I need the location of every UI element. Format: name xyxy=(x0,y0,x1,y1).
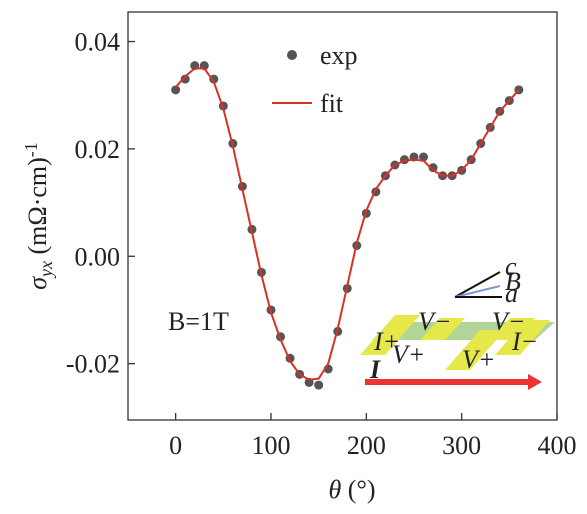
x-tick-label: 400 xyxy=(538,431,577,460)
x-axis-label: θ (°) xyxy=(329,475,376,504)
inset-label: a xyxy=(505,279,518,308)
y-label-exponent: -1 xyxy=(21,142,41,157)
data-point xyxy=(419,152,429,162)
inset-label: V− xyxy=(418,307,451,336)
y-axis-label: σyx (mΩ·cm)-1 xyxy=(21,142,56,290)
fit-line xyxy=(174,67,520,381)
x-label-symbol: θ xyxy=(329,475,342,504)
y-label-subscript: yx xyxy=(36,261,56,279)
x-tick-label: 0 xyxy=(169,431,182,460)
y-tick-label: -0.02 xyxy=(66,350,120,379)
y-tick-label: 0.00 xyxy=(75,242,121,271)
inset-label: I+ xyxy=(373,327,400,356)
y-label-symbol: σ xyxy=(23,276,52,290)
x-label-unit: (°) xyxy=(348,475,376,504)
y-label-unit: (mΩ·cm) xyxy=(23,157,52,254)
inset-label: I xyxy=(369,355,381,384)
data-point xyxy=(171,85,181,95)
plot-frame xyxy=(127,11,558,421)
inset: cBa I+ V− V− V+ V+ I− I xyxy=(360,252,555,390)
x-tick-label: 100 xyxy=(252,431,291,460)
annotation: B=1T xyxy=(168,307,229,336)
y-tick-label: 0.02 xyxy=(75,135,121,164)
data-point xyxy=(180,74,190,84)
legend-label: fit xyxy=(320,89,344,118)
x-tick-label: 200 xyxy=(347,431,386,460)
inset-label: V− xyxy=(492,307,525,336)
x-tick-label: 300 xyxy=(442,431,481,460)
legend-label: exp xyxy=(320,41,358,70)
inset-label: I− xyxy=(511,327,538,356)
data-point xyxy=(428,163,438,173)
data-point xyxy=(314,380,324,390)
data-point xyxy=(209,74,219,84)
inset-label: B xyxy=(505,267,521,296)
inset-label: V+ xyxy=(392,340,425,369)
legend-marker xyxy=(287,50,297,60)
y-tick-label: 0.04 xyxy=(75,28,121,57)
inset-label: V+ xyxy=(462,345,495,374)
inset-label: c xyxy=(505,252,517,281)
